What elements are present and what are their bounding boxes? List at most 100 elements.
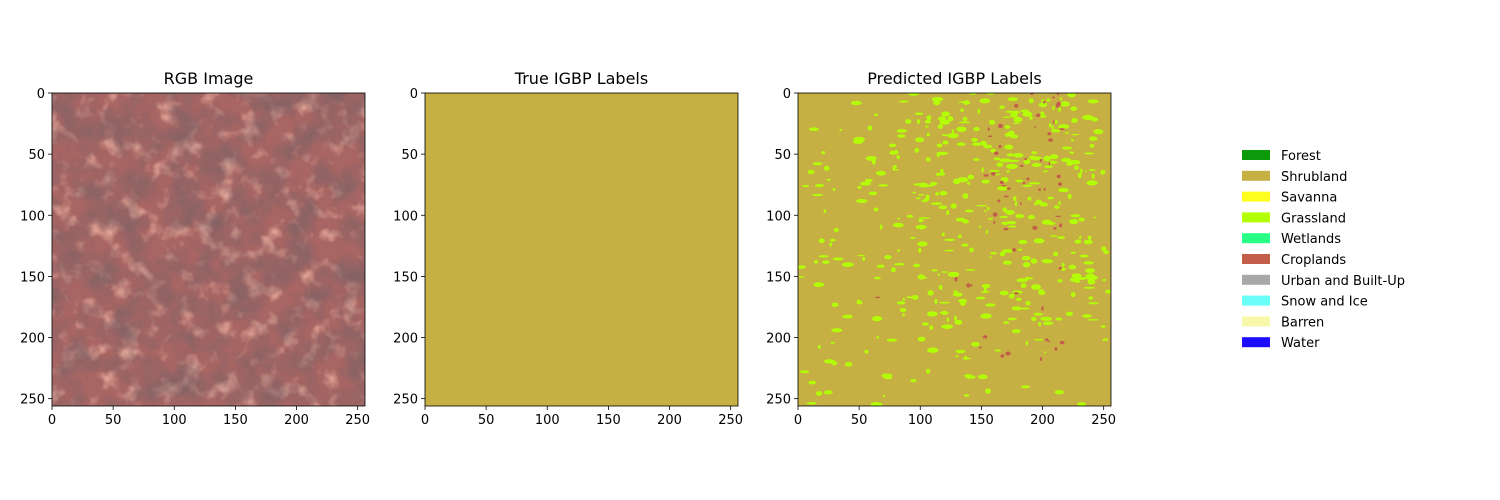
panel-title: RGB Image	[164, 69, 254, 88]
grassland-patch	[926, 368, 931, 374]
grassland-patch	[938, 301, 950, 304]
grassland-patch	[1057, 279, 1063, 283]
grassland-patch	[1051, 153, 1055, 160]
legend: Forest Shrubland Savanna Grassland Wetlands C…	[1242, 149, 1405, 351]
grassland-patch	[812, 193, 824, 197]
grassland-patch	[1025, 300, 1031, 306]
grassland-patch	[947, 116, 954, 122]
x-tick-label: 200	[657, 413, 682, 428]
grassland-patch	[1013, 196, 1017, 202]
y-tick-label: 250	[766, 393, 791, 408]
legend-swatch	[1242, 337, 1270, 348]
x-tick-label: 200	[284, 413, 309, 428]
grassland-patch	[1091, 173, 1095, 179]
x-tick-label: 100	[162, 413, 187, 428]
grassland-patch	[1087, 99, 1099, 104]
grassland-patch	[966, 181, 971, 185]
y-tick-label: 100	[20, 209, 45, 224]
grassland-patch	[1027, 196, 1032, 201]
grassland-patch	[1082, 114, 1094, 121]
grassland-patch	[823, 390, 833, 395]
grassland-patch	[941, 324, 953, 329]
croplands-patch	[1006, 187, 1011, 190]
grassland-patch	[816, 391, 823, 396]
legend-item: Wetlands	[1242, 232, 1341, 247]
grassland-patch	[1006, 170, 1010, 173]
grassland-patch	[971, 341, 980, 347]
grassland-patch	[915, 197, 921, 200]
grassland-patch	[993, 157, 1001, 161]
croplands-patch	[1039, 356, 1043, 362]
y-tick-label: 100	[393, 209, 418, 224]
grassland-patch	[1039, 202, 1048, 207]
croplands-patch	[1055, 215, 1061, 218]
grassland-patch	[1088, 296, 1094, 300]
grassland-patch	[1011, 306, 1022, 311]
grassland-patch	[894, 263, 905, 266]
grassland-patch	[989, 119, 995, 125]
grassland-patch	[909, 236, 916, 239]
grassland-patch	[1015, 297, 1022, 301]
y-tick-label: 200	[393, 332, 418, 347]
grassland-patch	[831, 302, 839, 307]
grassland-patch	[818, 238, 825, 244]
legend-label: Grassland	[1281, 211, 1346, 226]
legend-item: Grassland	[1242, 211, 1346, 226]
grassland-patch	[821, 260, 830, 264]
grassland-patch	[1007, 317, 1017, 321]
grassland-patch	[1011, 329, 1021, 334]
grassland-patch	[1077, 172, 1082, 178]
grassland-patch	[841, 262, 854, 267]
grassland-patch	[961, 243, 969, 247]
grassland-patch	[983, 144, 993, 149]
grassland-patch	[1052, 105, 1055, 111]
grassland-patch	[947, 133, 959, 139]
grassland-patch	[1002, 249, 1013, 253]
croplands-patch	[1001, 185, 1007, 187]
x-tick-label: 150	[596, 413, 621, 428]
grassland-patch	[1064, 132, 1070, 134]
grassland-patch	[1102, 338, 1109, 341]
grassland-patch	[1038, 321, 1042, 327]
grassland-patch	[913, 263, 921, 268]
grassland-patch	[1007, 225, 1017, 228]
grassland-patch	[832, 187, 836, 192]
grassland-patch	[1059, 101, 1070, 107]
grassland-patch	[823, 209, 827, 213]
grassland-patch	[1008, 130, 1015, 137]
legend-item: Savanna	[1242, 191, 1337, 206]
grassland-patch	[931, 97, 944, 102]
x-tick-label: 250	[718, 413, 743, 428]
grassland-patch	[1003, 321, 1010, 324]
grassland-patch	[1028, 98, 1034, 104]
croplands-patch	[1035, 113, 1041, 117]
grassland-patch	[1070, 251, 1077, 254]
grassland-patch	[883, 376, 893, 380]
grassland-patch	[1100, 169, 1106, 175]
grassland-patch	[1017, 248, 1023, 251]
grassland-patch	[878, 184, 889, 187]
grassland-patch	[839, 128, 843, 131]
grassland-patch	[831, 328, 843, 333]
grassland-patch	[994, 349, 1001, 352]
grassland-patch	[1066, 162, 1073, 166]
grassland-patch	[1035, 199, 1042, 205]
legend-swatch	[1242, 274, 1270, 285]
grassland-patch	[1061, 262, 1065, 267]
grassland-patch	[873, 276, 881, 280]
legend-swatch	[1242, 316, 1270, 327]
grassland-patch	[808, 127, 819, 132]
croplands-patch	[1005, 351, 1011, 356]
x-tick-label: 200	[1030, 413, 1055, 428]
grassland-patch	[1083, 152, 1095, 155]
grassland-patch	[1040, 316, 1053, 321]
croplands-patch	[987, 135, 993, 138]
grassland-patch	[1041, 259, 1054, 264]
grassland-patch	[981, 167, 984, 173]
legend-item: Barren	[1242, 315, 1324, 330]
grassland-patch	[926, 132, 930, 137]
grassland-patch	[862, 256, 865, 262]
